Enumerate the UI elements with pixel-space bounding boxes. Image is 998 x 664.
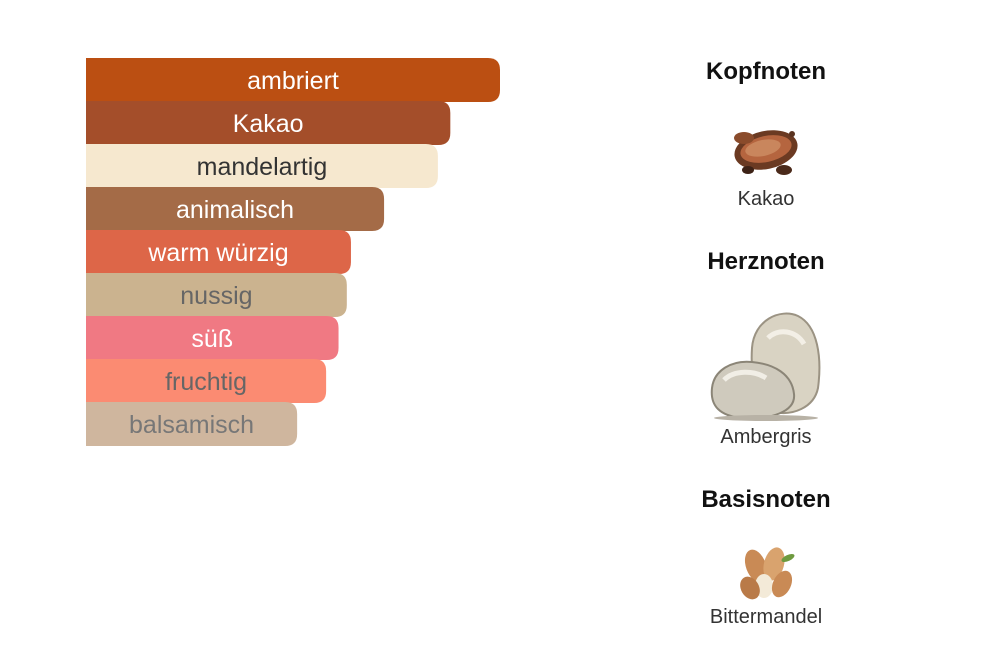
heart-notes-heading: Herznoten bbox=[707, 248, 825, 275]
accord-bar-label: Kakao bbox=[233, 110, 304, 138]
accord-bar-label: balsamisch bbox=[129, 411, 254, 439]
almond-icon[interactable] bbox=[736, 544, 798, 602]
accord-bar-6: nussig bbox=[86, 273, 347, 317]
note-item-bittermandel[interactable]: Bittermandel bbox=[709, 606, 823, 628]
accord-bar-shape bbox=[86, 273, 347, 317]
cocoa-icon[interactable] bbox=[730, 118, 802, 184]
accord-bar-label: warm würzig bbox=[147, 239, 288, 267]
note-item-ambergris[interactable]: Ambergris bbox=[720, 426, 812, 448]
accord-bar-shape bbox=[86, 359, 327, 403]
note-item-kakao[interactable]: Kakao bbox=[737, 188, 795, 210]
accord-bar-9: balsamisch bbox=[86, 402, 298, 446]
accord-bar-label: fruchtig bbox=[165, 368, 247, 396]
accord-bar-shape bbox=[86, 101, 451, 145]
accord-bar-7: süß bbox=[86, 316, 339, 360]
accord-bar-1: ambriert bbox=[86, 58, 500, 102]
accord-bar-8: fruchtig bbox=[86, 359, 327, 403]
accord-bar-label: süß bbox=[191, 325, 233, 353]
accord-bar-label: mandelartig bbox=[197, 153, 328, 181]
accord-bar-shape bbox=[86, 187, 385, 231]
ambergris-icon[interactable] bbox=[708, 308, 824, 422]
accord-bar-shape bbox=[86, 58, 500, 102]
base-notes-heading: Basisnoten bbox=[701, 486, 831, 513]
accord-bar-5: warm würzig bbox=[86, 230, 351, 274]
accord-bar-shape bbox=[86, 144, 438, 188]
accord-bar-shape bbox=[86, 316, 339, 360]
accord-bar-2: Kakao bbox=[86, 101, 451, 145]
accord-bar-3: mandelartig bbox=[86, 144, 438, 188]
top-notes-heading: Kopfnoten bbox=[706, 58, 826, 85]
accord-bar-label: animalisch bbox=[176, 196, 294, 224]
accords-chart: ambriert Kakao mandelartig animalisch warm w… bbox=[86, 58, 500, 446]
accord-bar-label: ambriert bbox=[247, 67, 339, 95]
accord-bar-shape bbox=[86, 230, 351, 274]
accord-bar-4: animalisch bbox=[86, 187, 385, 231]
accord-bar-shape bbox=[86, 402, 298, 446]
accord-bar-label: nussig bbox=[180, 282, 252, 310]
